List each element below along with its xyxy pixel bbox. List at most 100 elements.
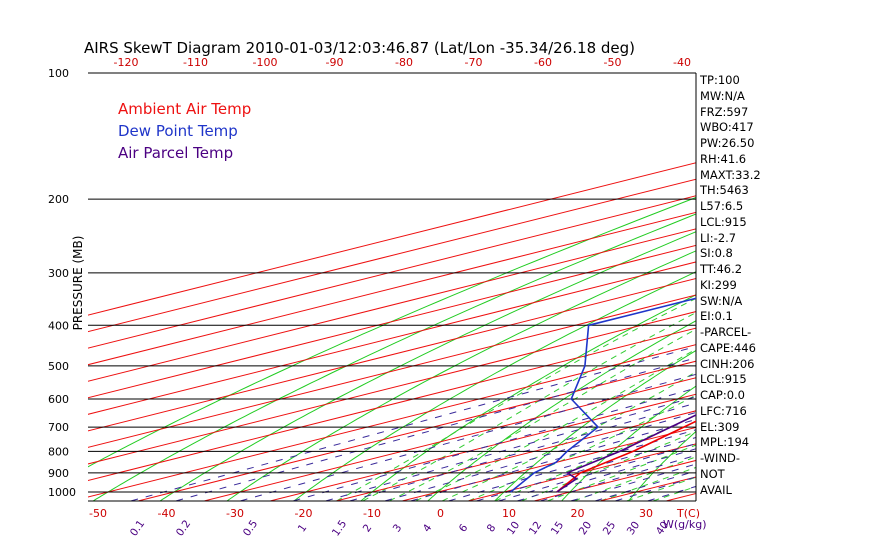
pressure-tick-label: 100	[48, 67, 69, 80]
isotherms	[88, 64, 870, 501]
moist-adiabat-line	[362, 311, 696, 501]
pressure-tick-label: 300	[48, 267, 69, 280]
sounding-index-line: WBO:417	[700, 120, 754, 135]
dry-adiabat-line	[93, 213, 696, 501]
temp-tick-bottom: 30	[639, 507, 653, 520]
isotherm-line	[799, 64, 870, 501]
temp-tick-top: -90	[326, 56, 344, 69]
mixing-ratio-line	[131, 345, 696, 501]
mixing-ratio-tick-labels: 0.1 0.2 0.5 1 1.5 2 3 4 6 8 10 12 15 20 25 30 40	[128, 518, 671, 539]
isotherm-line	[88, 162, 696, 316]
isotherm-line	[88, 244, 696, 399]
temp-tick-bottom: -50	[89, 507, 107, 520]
pressure-tick-label: 700	[48, 421, 69, 434]
moist-adiabat-line	[415, 348, 696, 501]
mixing-ratio-line	[476, 436, 696, 501]
mixing-ratio-tick-label: 4	[421, 522, 435, 535]
dry-adiabat-line	[226, 250, 696, 501]
mixing-ratio-tick-label: 8	[485, 522, 499, 534]
isotherm-line	[138, 360, 696, 501]
sounding-index-line: KI:299	[700, 277, 737, 292]
isotherm-line	[88, 211, 696, 366]
isotherm-line	[88, 327, 696, 481]
series-line	[510, 297, 696, 493]
temp-tick-bottom: -20	[295, 507, 313, 520]
legend-dewpoint: Dew Point Temp	[118, 122, 238, 140]
sounding-index-line: LFC:716	[700, 403, 747, 418]
legend-ambient: Ambient Air Temp	[118, 100, 252, 118]
sounding-index-line: RH:41.6	[700, 151, 747, 166]
dry-adiabat-line	[159, 231, 696, 501]
y-axis-label: PRESSURE (MB)	[71, 236, 85, 331]
dry-adiabat-line	[494, 349, 696, 501]
pressure-tick-label: 500	[48, 360, 69, 373]
isotherm-line	[666, 492, 696, 501]
temp-tick-bottom: 10	[502, 507, 516, 520]
sounding-index-line: CAP:0.0	[700, 388, 745, 402]
moist-adiabat-line	[468, 394, 696, 501]
temp-tick-bottom: 0	[437, 507, 444, 520]
pressure-tick-label: 1000	[48, 486, 76, 499]
sounding-index-line: LCL:915	[700, 372, 747, 387]
sounding-index-line: TT:46.2	[700, 262, 743, 276]
mixing-ratio-tick-label: 0.1	[128, 518, 147, 539]
sounding-index-line: PW:26.50	[700, 136, 755, 150]
isotherm-line	[88, 277, 696, 432]
sounding-index-line: LCL:915	[700, 214, 747, 229]
dry-adiabat-line	[830, 73, 870, 501]
temp-tick-bottom: -30	[226, 507, 244, 520]
series-line	[556, 420, 696, 493]
mixing-ratio-tick-label: 12	[527, 519, 545, 537]
moist-adiabat-line	[494, 414, 696, 501]
mixing-ratio-line	[448, 429, 696, 501]
temperature-tick-labels: -50 -40 -30 -20 -10 0 10 20 30-120 -110 -100 -90 -80…	[89, 56, 691, 520]
sounding-index-line: EI:0.1	[700, 309, 733, 324]
isotherm-line	[88, 261, 696, 415]
isotherm-line	[88, 195, 696, 349]
sounding-index-line: -WIND-	[700, 451, 741, 465]
pressure-tick-label: 900	[48, 467, 69, 480]
legend-parcel: Air Parcel Temp	[118, 144, 234, 162]
temp-tick-bottom: -10	[363, 507, 381, 520]
sounding-series	[510, 297, 696, 493]
isotherm-line	[270, 393, 696, 501]
sounding-index-line: MPL:194	[700, 435, 750, 450]
mixing-ratio-lines	[131, 345, 696, 501]
pressure-tick-label: 800	[48, 445, 69, 458]
w-unit-label: W(g/kg)	[663, 518, 707, 531]
pressure-tick-label: 400	[48, 319, 69, 332]
sounding-index-line: L57:6.5	[700, 199, 744, 213]
temp-tick-top: -50	[604, 56, 622, 69]
temp-tick-top: -80	[395, 56, 413, 69]
isotherm-line	[336, 410, 696, 501]
moist-adiabat-line	[574, 456, 696, 501]
mixing-ratio-line	[176, 357, 696, 501]
mixing-ratio-tick-label: 3	[391, 522, 405, 534]
sounding-index-line: -PARCEL-	[700, 325, 752, 339]
isotherm-line	[402, 426, 696, 501]
temp-tick-top: -100	[253, 56, 278, 69]
isotherm-line	[88, 311, 696, 465]
moist-adiabats	[336, 297, 696, 501]
temp-tick-bottom: 20	[571, 507, 585, 520]
isotherm-line	[88, 228, 696, 382]
temp-tick-bottom: -40	[158, 507, 176, 520]
sounding-index-line: SW:N/A	[700, 293, 743, 308]
mixing-ratio-tick-label: 30	[625, 519, 643, 537]
sounding-index-line: MAXT:33.2	[700, 167, 761, 182]
mixing-ratio-tick-label: 0.2	[174, 518, 193, 539]
sounding-index-line: CAPE:446	[700, 340, 756, 355]
isotherm-line	[204, 377, 696, 501]
sounding-index-line: MW:N/A	[700, 88, 745, 103]
sounding-index-line: EL:309	[700, 419, 740, 434]
mixing-ratio-tick-label: 10	[505, 519, 523, 537]
mixing-ratio-tick-label: 1.5	[330, 518, 349, 539]
sounding-index-line: FRZ:597	[700, 104, 749, 119]
mixing-ratio-line	[325, 396, 696, 501]
pressure-tick-label: 600	[48, 393, 69, 406]
temp-tick-top: -70	[465, 56, 483, 69]
sounding-index-line: NOT	[700, 466, 725, 481]
dry-adiabat-line	[763, 73, 870, 501]
sounding-index-line: TP:100	[700, 73, 740, 87]
